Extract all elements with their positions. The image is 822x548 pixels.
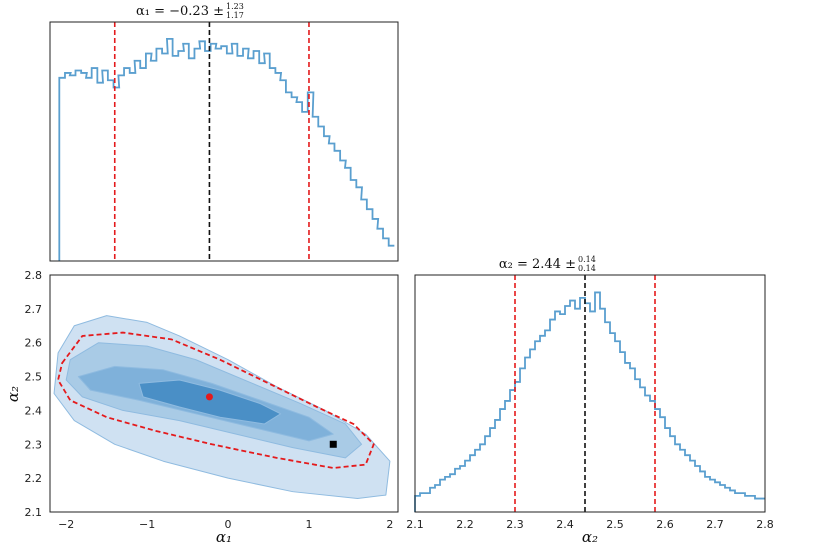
alpha2-histogram-panel: α₂ = 2.44 ±0.140.14 2.1 2.2 2.3 2.4 2.5 2.6 2.…	[406, 255, 774, 546]
y-tick-label: 2.6	[25, 337, 43, 350]
title-lower-error: 1.17	[226, 11, 244, 20]
joint-contour-plot	[53, 315, 391, 499]
alpha2-histogram-plot	[414, 275, 765, 512]
joint-x-axis-label: α₁	[216, 528, 232, 546]
x-tick-label: 2.6	[656, 518, 674, 531]
x-tick-label: 2.5	[606, 518, 624, 531]
joint-x-ticks: −2 −1 0 1 2	[58, 518, 393, 531]
title-upper-error: 1.23	[226, 2, 244, 11]
joint-plot-frame	[49, 274, 399, 513]
y-tick-label: 2.7	[25, 303, 43, 316]
x-tick-label: 2.2	[456, 518, 474, 531]
median-point	[205, 393, 213, 401]
x-tick-label: 2.7	[706, 518, 724, 531]
y-tick-label: 2.2	[25, 472, 43, 485]
alpha2-plot-frame	[414, 274, 766, 513]
y-tick-label: 2.5	[25, 371, 43, 384]
joint-y-ticks: 2.1 2.2 2.3 2.4 2.5 2.6 2.7 2.8	[25, 269, 43, 519]
title-main: α₁ = −0.23 ±	[136, 4, 224, 19]
x-tick-label: 0	[225, 518, 232, 531]
x-tick-label: 2.1	[406, 518, 424, 531]
contour-level-core	[138, 379, 282, 425]
alpha1-histogram-panel: α₁ = −0.23 ±1.231.17	[49, 2, 399, 262]
y-tick-label: 2.8	[25, 269, 43, 282]
x-tick-label: 2	[386, 518, 393, 531]
title-upper-error: 0.14	[578, 255, 596, 264]
alpha1-plot-frame	[49, 21, 399, 262]
x-tick-label: −1	[139, 518, 155, 531]
joint-y-axis-label: α₂	[4, 386, 22, 402]
title-lower-error: 0.14	[578, 264, 596, 273]
x-tick-label: 2.3	[506, 518, 524, 531]
alpha2-x-ticks: 2.1 2.2 2.3 2.4 2.5 2.6 2.7 2.8	[406, 518, 774, 531]
dashed-credible-contour	[57, 331, 375, 469]
y-tick-label: 2.1	[25, 506, 43, 519]
y-tick-label: 2.4	[25, 404, 43, 417]
alpha2-title: α₂ = 2.44 ±0.140.14	[499, 255, 596, 273]
histogram-step-line	[58, 37, 395, 261]
alpha2-x-axis-label: α₂	[582, 528, 598, 546]
title-main: α₂ = 2.44 ±	[499, 257, 576, 272]
true-value-marker	[329, 440, 337, 448]
y-tick-label: 2.3	[25, 438, 43, 451]
histogram-step-line	[414, 291, 765, 512]
joint-contour-panel: −2 −1 0 1 2 2.1 2.2 2.3 2.4 2.5 2.6 2.7 2.8 α₁ α₂	[4, 269, 399, 546]
x-tick-label: −2	[58, 518, 74, 531]
x-tick-label: 2.8	[756, 518, 774, 531]
x-tick-label: 2.4	[556, 518, 574, 531]
x-tick-label: 1	[305, 518, 312, 531]
alpha1-title: α₁ = −0.23 ±1.231.17	[136, 2, 244, 20]
alpha1-histogram-plot	[58, 22, 395, 261]
